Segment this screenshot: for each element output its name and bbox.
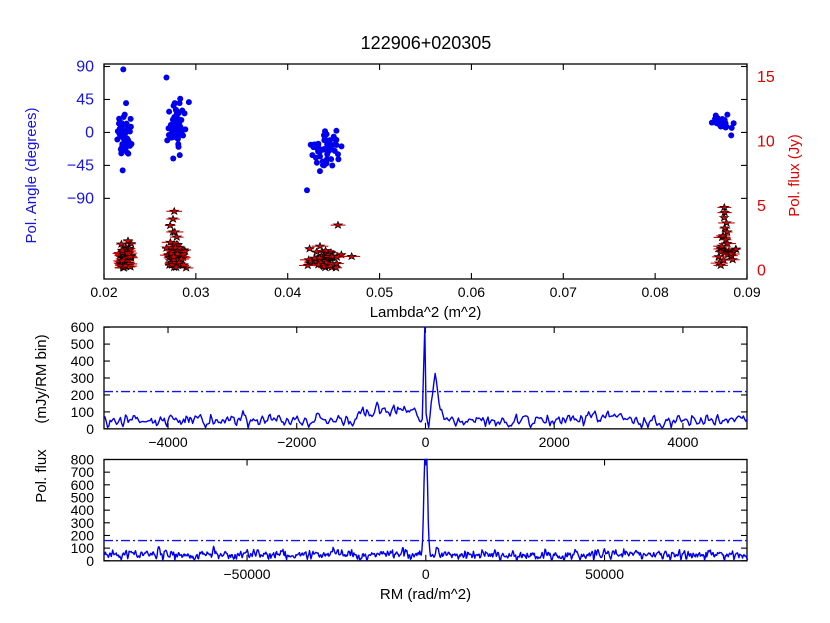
svg-text:−50000: −50000 [223,566,270,582]
svg-text:100: 100 [71,404,95,420]
svg-text:−45: −45 [67,157,94,174]
svg-text:122906+020305: 122906+020305 [361,33,492,53]
svg-text:400: 400 [71,353,95,369]
svg-text:0.02: 0.02 [90,284,117,300]
svg-text:4000: 4000 [667,434,698,450]
svg-text:0.09: 0.09 [733,284,760,300]
svg-text:800: 800 [71,452,95,468]
svg-text:0: 0 [422,434,430,450]
svg-text:0.08: 0.08 [642,284,669,300]
svg-text:Pol. flux (Jy): Pol. flux (Jy) [786,134,803,217]
svg-text:Pol. flux: Pol. flux [33,449,50,503]
svg-text:Pol. Angle (degrees): Pol. Angle (degrees) [23,108,40,244]
svg-text:0: 0 [422,566,430,582]
svg-text:0: 0 [757,263,766,280]
svg-text:0: 0 [85,124,94,141]
svg-text:(mJy/RM bin): (mJy/RM bin) [33,334,50,423]
svg-text:RM (rad/m^2): RM (rad/m^2) [380,586,471,603]
svg-text:0.05: 0.05 [366,284,393,300]
svg-text:0.03: 0.03 [182,284,209,300]
svg-text:2000: 2000 [539,434,570,450]
svg-text:0.07: 0.07 [550,284,577,300]
svg-text:500: 500 [71,336,95,352]
svg-text:90: 90 [76,59,94,76]
svg-text:50000: 50000 [585,566,624,582]
svg-text:45: 45 [76,91,94,108]
svg-text:200: 200 [71,387,95,403]
svg-text:−2000: −2000 [277,434,317,450]
svg-text:0: 0 [86,421,94,437]
svg-text:−4000: −4000 [148,434,188,450]
svg-text:Lambda^2 (m^2): Lambda^2 (m^2) [370,304,482,321]
svg-text:0.06: 0.06 [458,284,485,300]
svg-text:5: 5 [757,198,766,215]
svg-text:0.04: 0.04 [274,284,301,300]
svg-text:15: 15 [757,69,775,86]
svg-text:300: 300 [71,370,95,386]
svg-text:600: 600 [71,319,95,335]
svg-text:10: 10 [757,134,775,151]
svg-text:−90: −90 [67,190,94,207]
